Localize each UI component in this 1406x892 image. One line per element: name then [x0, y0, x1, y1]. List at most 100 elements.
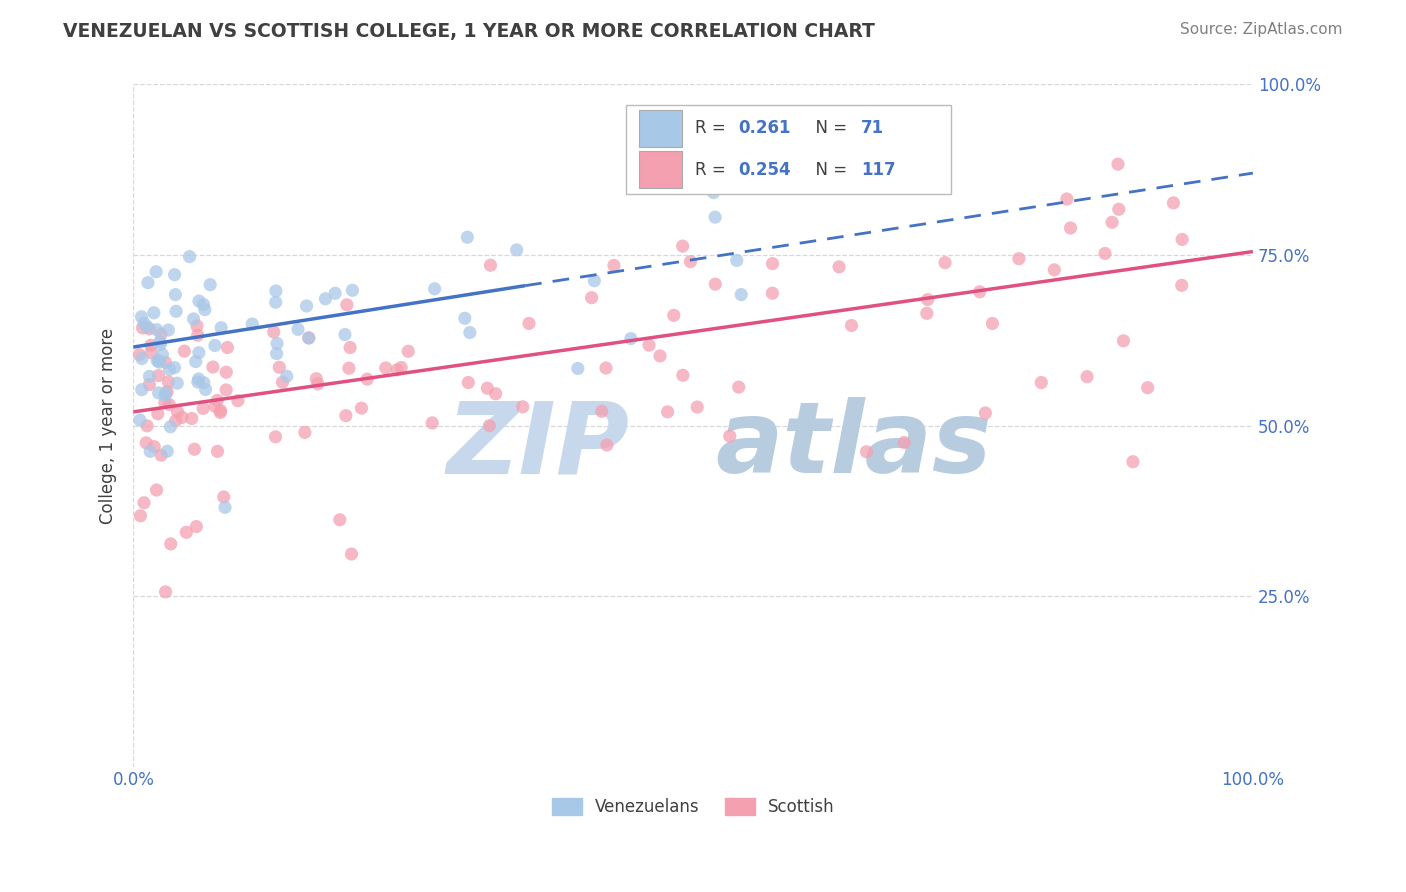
Point [517, 317, 540, 331]
Point [145, 265, 167, 279]
Point [157, 375, 180, 389]
Point [131, 383, 153, 397]
Point [215, 383, 238, 397]
Point [187, 328, 209, 343]
Point [1008, 252, 1031, 266]
Point [269, 360, 291, 375]
Point [142, 306, 165, 320]
Point [138, 369, 160, 384]
Point [1163, 195, 1185, 210]
Point [207, 444, 229, 458]
Text: Source: ZipAtlas.com: Source: ZipAtlas.com [1180, 22, 1343, 37]
Point [479, 258, 502, 272]
Point [271, 375, 294, 389]
Point [329, 513, 352, 527]
Point [512, 400, 534, 414]
Point [934, 255, 956, 269]
Point [893, 435, 915, 450]
Point [157, 323, 180, 337]
Point [138, 322, 160, 336]
Point [187, 345, 209, 359]
Point [1031, 376, 1053, 390]
Point [166, 376, 188, 391]
Point [264, 284, 287, 298]
Y-axis label: College, 1 year or more: College, 1 year or more [100, 327, 117, 524]
Point [298, 331, 321, 345]
Point [703, 186, 725, 200]
Text: 117: 117 [860, 161, 896, 178]
Point [591, 404, 613, 418]
Point [686, 400, 709, 414]
Point [1059, 221, 1081, 235]
Point [176, 525, 198, 540]
Point [761, 257, 783, 271]
Point [180, 411, 202, 425]
Point [725, 253, 748, 268]
Point [155, 385, 177, 400]
Point [186, 519, 208, 533]
Point [457, 376, 479, 390]
Point [226, 393, 249, 408]
Point [136, 276, 159, 290]
Point [131, 351, 153, 366]
Bar [640, 151, 682, 188]
Point [159, 419, 181, 434]
Point [148, 368, 170, 383]
Text: 0.254: 0.254 [738, 161, 790, 178]
Point [603, 259, 626, 273]
Point [648, 349, 671, 363]
Point [131, 310, 153, 324]
Text: N =: N = [806, 161, 852, 178]
Point [974, 406, 997, 420]
Point [209, 320, 232, 334]
Point [294, 425, 316, 440]
Point [1171, 232, 1194, 246]
Point [148, 353, 170, 368]
Point [727, 380, 749, 394]
Text: R =: R = [696, 161, 731, 178]
Point [215, 365, 238, 379]
Point [134, 317, 156, 331]
Point [1043, 263, 1066, 277]
Point [295, 299, 318, 313]
Point [146, 407, 169, 421]
Point [209, 403, 232, 417]
Point [1136, 381, 1159, 395]
Point [204, 338, 226, 352]
Text: atlas: atlas [716, 398, 993, 494]
Point [266, 336, 288, 351]
Point [485, 386, 508, 401]
Point [155, 585, 177, 599]
Point [186, 318, 208, 333]
Text: 71: 71 [860, 120, 884, 137]
Point [183, 312, 205, 326]
Point [129, 413, 152, 427]
Legend: Venezuelans, Scottish: Venezuelans, Scottish [546, 791, 841, 823]
Bar [626, 105, 950, 194]
Point [1122, 455, 1144, 469]
Point [596, 438, 619, 452]
Point [339, 341, 361, 355]
Point [263, 325, 285, 339]
Point [187, 375, 209, 389]
Point [855, 444, 877, 458]
Point [1094, 246, 1116, 260]
Text: R =: R = [696, 120, 731, 137]
Text: 0.261: 0.261 [738, 120, 790, 137]
Point [145, 483, 167, 497]
Point [333, 327, 356, 342]
Point [969, 285, 991, 299]
Point [423, 282, 446, 296]
Point [478, 418, 501, 433]
Point [131, 321, 153, 335]
Point [209, 405, 232, 419]
Point [356, 372, 378, 386]
Point [155, 355, 177, 369]
Point [915, 306, 938, 320]
Point [581, 291, 603, 305]
Point [194, 383, 217, 397]
Point [396, 344, 419, 359]
Point [207, 393, 229, 408]
Point [204, 399, 226, 413]
Point [217, 341, 239, 355]
